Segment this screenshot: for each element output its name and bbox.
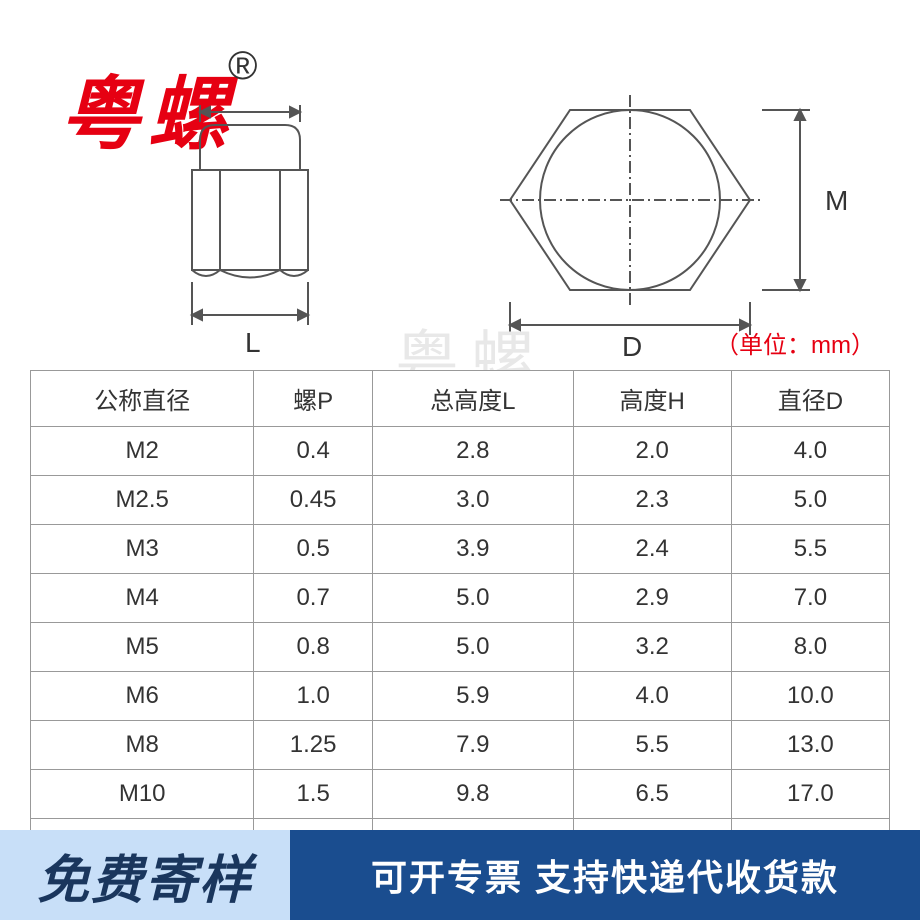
table-row: M20.42.82.04.0 [31, 427, 890, 476]
table-cell: 0.5 [254, 525, 373, 574]
spec-table-container: 公称直径 螺P 总高度L 高度H 直径D M20.42.82.04.0M2.50… [30, 370, 890, 869]
table-row: M50.85.03.28.0 [31, 623, 890, 672]
table-cell: 3.2 [573, 623, 731, 672]
table-cell: 0.45 [254, 476, 373, 525]
table-row: M101.59.86.517.0 [31, 770, 890, 819]
table-cell: M2.5 [31, 476, 254, 525]
table-cell: 1.5 [254, 770, 373, 819]
table-cell: M8 [31, 721, 254, 770]
table-cell: 5.0 [731, 476, 889, 525]
table-cell: 3.0 [372, 476, 573, 525]
table-cell: 4.0 [573, 672, 731, 721]
table-cell: 7.9 [372, 721, 573, 770]
unit-label: （单位：mm） [715, 325, 875, 360]
table-row: M2.50.453.02.35.0 [31, 476, 890, 525]
table-cell: 10.0 [731, 672, 889, 721]
table-cell: 2.0 [573, 427, 731, 476]
footer-left-promo: 免费寄样 [0, 830, 290, 920]
table-cell: 5.0 [372, 574, 573, 623]
table-cell: M2 [31, 427, 254, 476]
table-cell: 0.8 [254, 623, 373, 672]
footer-right-promo: 可开专票 支持快递代收货款 [290, 830, 920, 920]
table-cell: 3.9 [372, 525, 573, 574]
table-cell: M5 [31, 623, 254, 672]
table-cell: 0.4 [254, 427, 373, 476]
table-cell: 2.9 [573, 574, 731, 623]
table-cell: 1.25 [254, 721, 373, 770]
dim-label-M: M [825, 185, 848, 216]
table-row: M61.05.94.010.0 [31, 672, 890, 721]
footer-banner: 免费寄样 可开专票 支持快递代收货款 [0, 830, 920, 920]
table-cell: 0.7 [254, 574, 373, 623]
table-cell: M6 [31, 672, 254, 721]
table-cell: 5.0 [372, 623, 573, 672]
table-cell: 9.8 [372, 770, 573, 819]
col-header: 直径D [731, 371, 889, 427]
table-cell: 1.0 [254, 672, 373, 721]
table-cell: 5.5 [573, 721, 731, 770]
table-cell: 8.0 [731, 623, 889, 672]
col-header: 高度H [573, 371, 731, 427]
table-cell: 2.8 [372, 427, 573, 476]
table-row: M30.53.92.45.5 [31, 525, 890, 574]
table-header-row: 公称直径 螺P 总高度L 高度H 直径D [31, 371, 890, 427]
dim-label-D: D [622, 331, 642, 362]
table-cell: 4.0 [731, 427, 889, 476]
table-cell: 2.3 [573, 476, 731, 525]
table-cell: 7.0 [731, 574, 889, 623]
diagram-svg: L D M [0, 50, 920, 370]
table-row: M81.257.95.513.0 [31, 721, 890, 770]
table-cell: M3 [31, 525, 254, 574]
table-cell: 17.0 [731, 770, 889, 819]
table-cell: M10 [31, 770, 254, 819]
table-cell: 13.0 [731, 721, 889, 770]
table-cell: 5.9 [372, 672, 573, 721]
table-cell: M4 [31, 574, 254, 623]
col-header: 螺P [254, 371, 373, 427]
table-cell: 6.5 [573, 770, 731, 819]
table-cell: 2.4 [573, 525, 731, 574]
table-row: M40.75.02.97.0 [31, 574, 890, 623]
dim-label-L: L [245, 327, 261, 358]
table-cell: 5.5 [731, 525, 889, 574]
col-header: 公称直径 [31, 371, 254, 427]
spec-table: 公称直径 螺P 总高度L 高度H 直径D M20.42.82.04.0M2.50… [30, 370, 890, 869]
col-header: 总高度L [372, 371, 573, 427]
technical-diagrams: L D M [0, 50, 920, 370]
